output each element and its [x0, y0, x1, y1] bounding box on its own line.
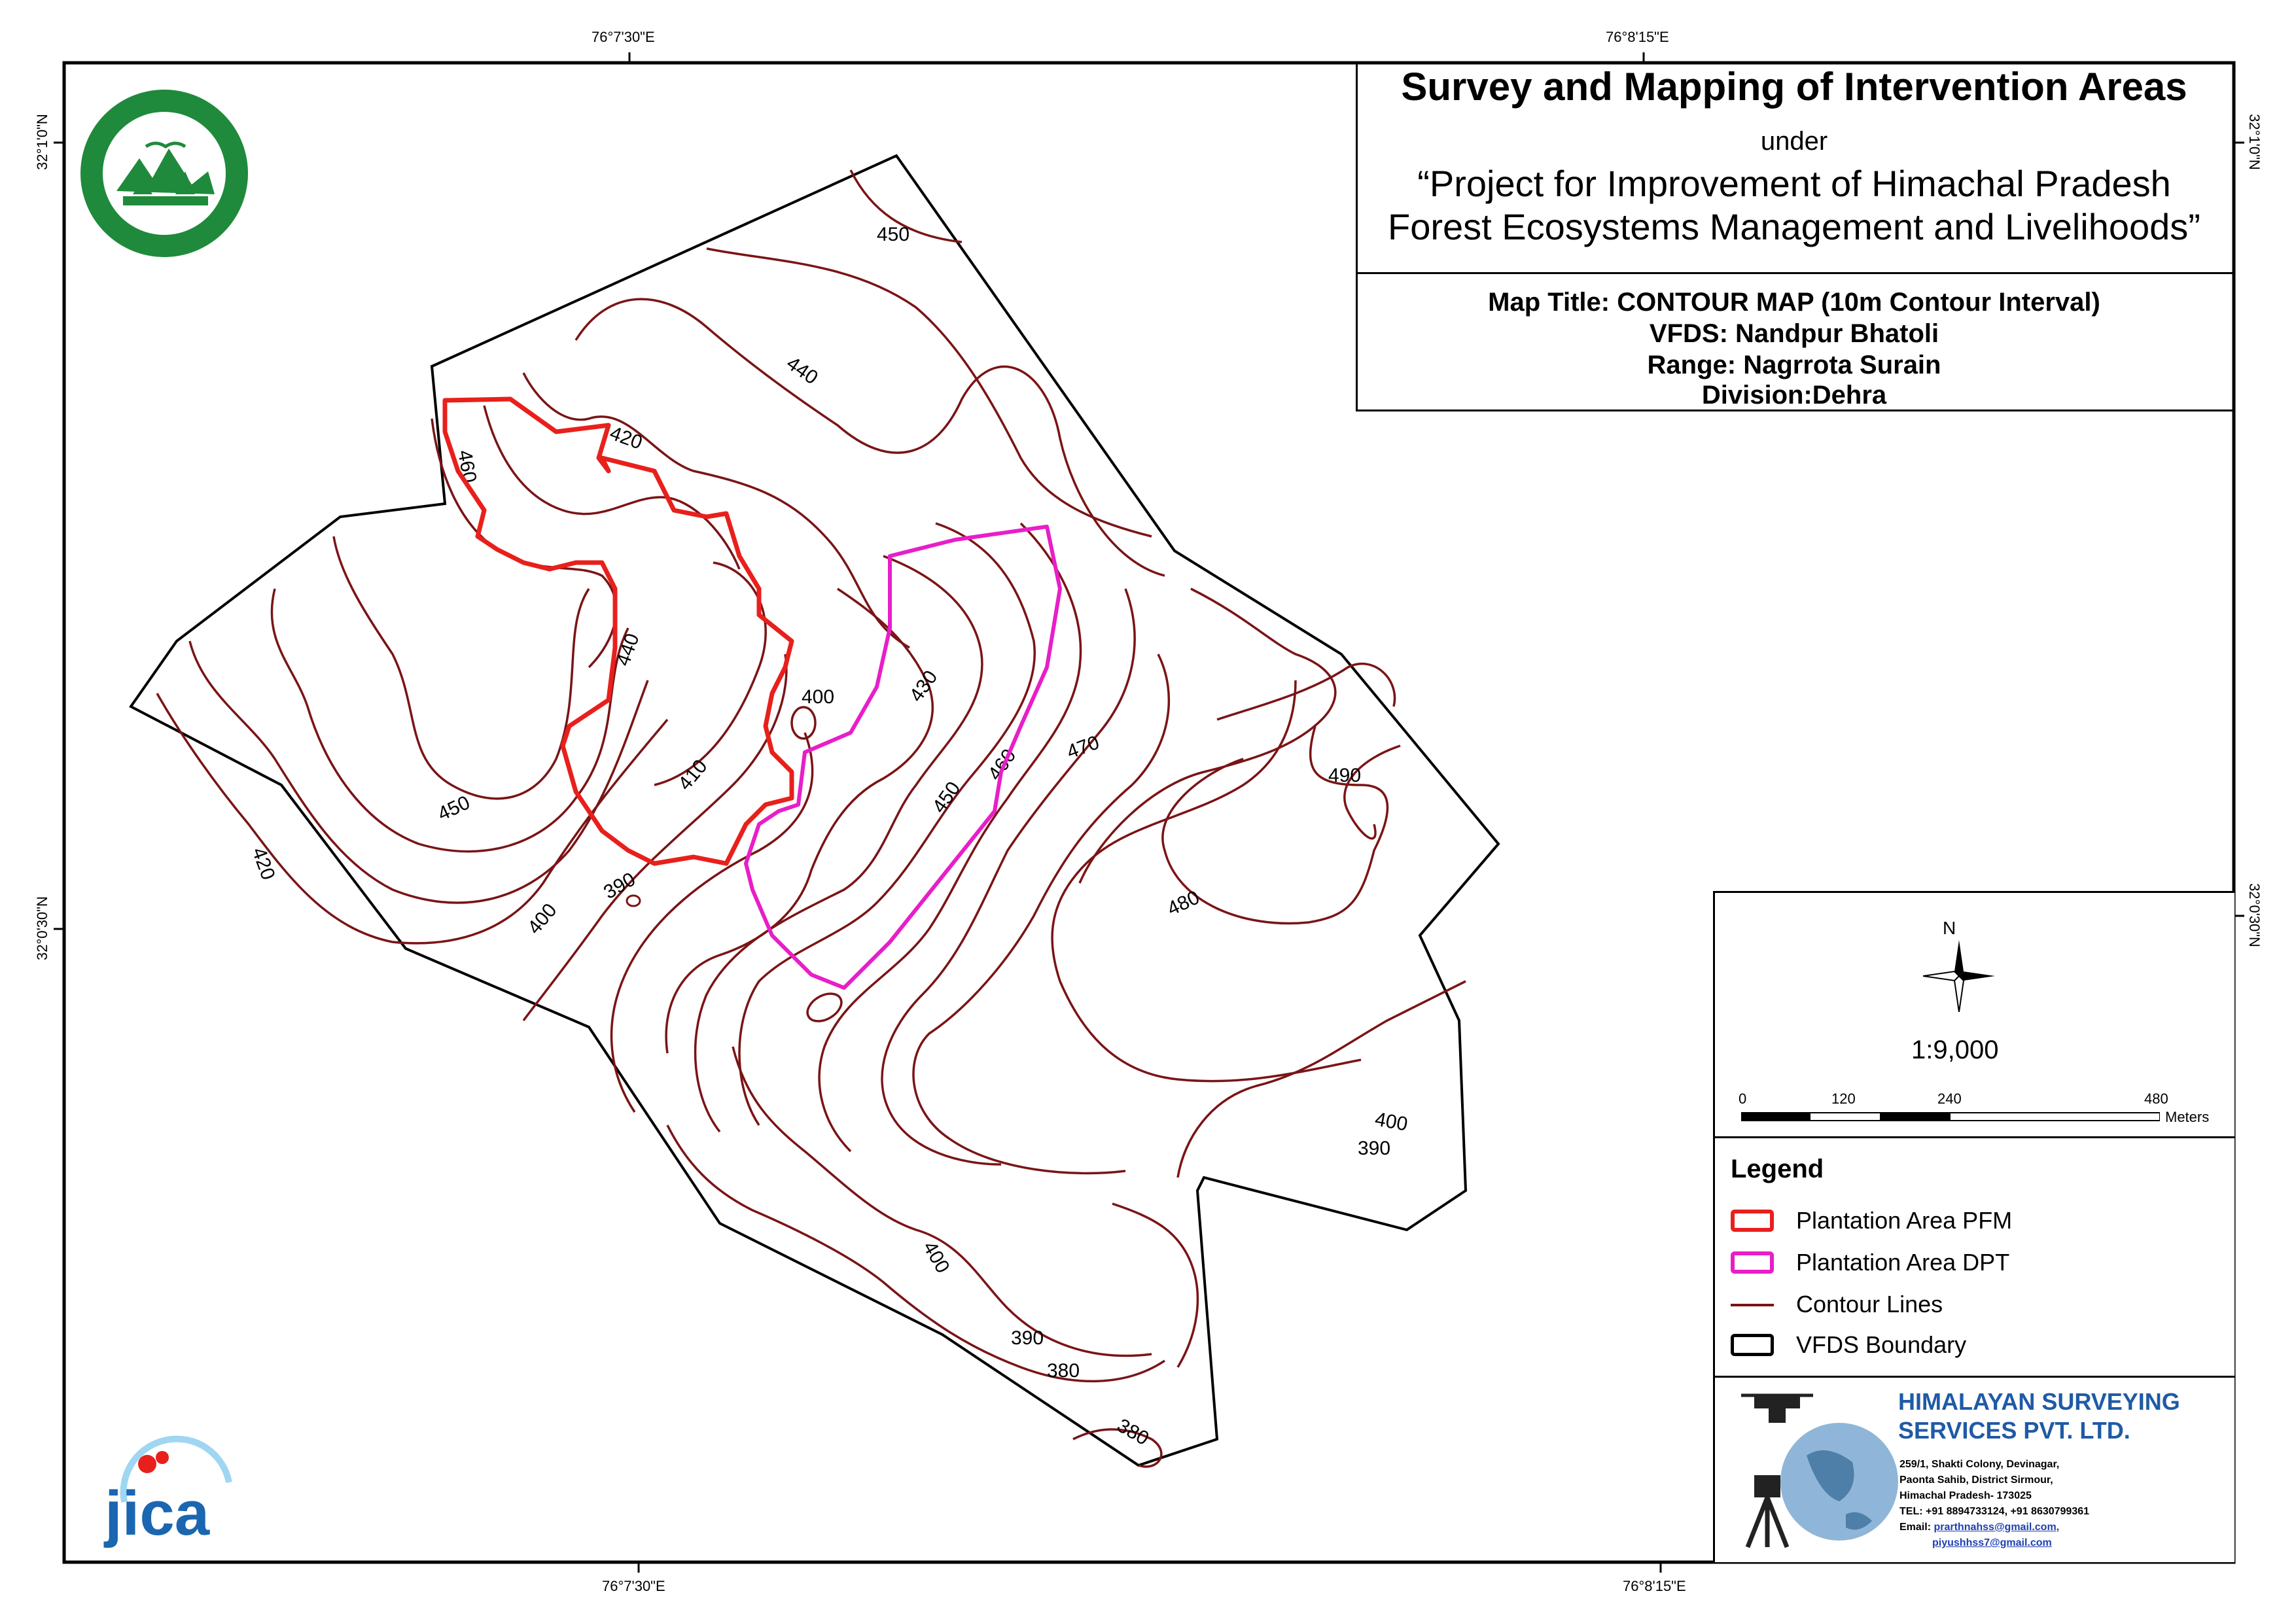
company-telephone: TEL: +91 8894733124, +91 8630799361	[1899, 1506, 2090, 1517]
company-email-2[interactable]: piyushhss7@gmail.com	[1932, 1537, 2052, 1548]
contour-label: 400	[523, 899, 561, 939]
grid-label-right-bottom: 32°0'30"N	[2246, 883, 2263, 947]
contour-label: 380	[1047, 1360, 1080, 1382]
grid-label-right-top: 32°1'0"N	[2246, 114, 2263, 170]
grid-label-bottom-left: 76°7'30"E	[602, 1578, 665, 1594]
contour-label: 450	[434, 792, 473, 825]
company-address-3: Himachal Pradesh- 173025	[1899, 1490, 2032, 1501]
contour-label: 380	[1114, 1414, 1153, 1450]
north-label: N	[1943, 918, 1956, 938]
company-email-row-2: piyushhss7@gmail.com	[1932, 1535, 2052, 1551]
legend-swatch-dpt	[1731, 1251, 1774, 1274]
company-address-1: 259/1, Shakti Colony, Devinagar,	[1899, 1459, 2060, 1470]
scale-tick-480: 480	[2144, 1091, 2168, 1107]
company-name-line1: HIMALAYAN SURVEYING	[1898, 1388, 2180, 1415]
legend-panel: N 1:9,000 0 120 240 480 Meters Legend Pl…	[1713, 891, 2234, 1562]
contour-label: 400	[802, 686, 834, 708]
company-address-2: Paonta Sahib, District Sirmour,	[1899, 1475, 2053, 1486]
info-division: Division:Dehra	[1701, 381, 1887, 410]
contour-label: 390	[1358, 1138, 1390, 1159]
grid-label-left-bottom: 32°0'30"N	[34, 896, 50, 960]
legend-label: Plantation Area PFM	[1796, 1207, 2013, 1234]
legend-swatch-boundary	[1731, 1334, 1774, 1356]
legend-swatch-contour	[1731, 1304, 1774, 1306]
map-main-title: Survey and Mapping of Intervention Areas	[1401, 65, 2187, 109]
email-label: Email:	[1899, 1522, 1934, 1533]
contour-label: 390	[1011, 1327, 1044, 1349]
legend-swatch-pfm	[1731, 1210, 1774, 1232]
contour-label: 490	[1328, 765, 1361, 786]
legend-label: Contour Lines	[1796, 1291, 1943, 1318]
contour-labels: 450 440 420 460 440 400 430 410 450 460 …	[247, 224, 1409, 1450]
legend-label: Plantation Area DPT	[1796, 1249, 2010, 1276]
scale-bar	[1741, 1112, 2160, 1121]
surveying-equipment-icon	[1741, 1393, 1898, 1548]
grid-label-top-left: 76°7'30"E	[592, 29, 655, 45]
legend-label: VFDS Boundary	[1796, 1331, 1967, 1358]
company-email-row: Email: prarthnahss@gmail.com,	[1899, 1520, 2059, 1535]
scale-tick-0: 0	[1739, 1091, 1747, 1107]
contour-label: 390	[600, 868, 639, 903]
scale-ratio: 1:9,000	[1911, 1036, 1999, 1064]
contour-label: 450	[877, 224, 910, 245]
title-block: Survey and Mapping of Intervention Areas…	[1356, 64, 2233, 274]
info-range: Range: Nagrrota Surain	[1647, 351, 1941, 379]
small-loop-400	[790, 706, 817, 740]
info-vfds: VFDS: Nandpur Bhatoli	[1649, 319, 1939, 348]
contour-label: 440	[783, 353, 822, 389]
jica-wordmark: jica	[103, 1478, 210, 1548]
company-name-line2: SERVICES PVT. LTD.	[1898, 1417, 2130, 1444]
contour-label: 450	[928, 778, 965, 817]
contour-label: 480	[1164, 886, 1203, 920]
scale-tick-240: 240	[1937, 1091, 1962, 1107]
contour-label: 420	[247, 845, 279, 882]
scale-tick-120: 120	[1831, 1091, 1856, 1107]
contour-lines	[156, 169, 1466, 1468]
forest-dept-logo	[77, 86, 251, 260]
north-arrow-icon	[1923, 940, 1995, 1012]
title-under: under	[1760, 127, 1828, 156]
small-loop-450	[806, 992, 843, 1022]
contour-label: 400	[919, 1238, 954, 1277]
contour-label: 470	[1064, 731, 1102, 763]
scale-unit: Meters	[2165, 1109, 2210, 1125]
contour-label: 400	[1373, 1108, 1409, 1135]
legend-divider-top	[1715, 1136, 2234, 1138]
map-frame	[62, 61, 2236, 1564]
company-email-1[interactable]: prarthnahss@gmail.com,	[1934, 1522, 2060, 1533]
jica-logo: jica	[98, 1423, 249, 1548]
contour-label: 410	[674, 756, 711, 795]
plantation-pfm	[442, 396, 794, 866]
small-loop-390	[626, 894, 641, 907]
grid-label-top-right: 76°8'15"E	[1606, 29, 1669, 45]
info-block: Map Title: CONTOUR MAP (10m Contour Inte…	[1356, 273, 2233, 411]
legend-divider-bottom	[1715, 1376, 2234, 1378]
project-title-line1: “Project for Improvement of Himachal Pra…	[1417, 163, 2171, 204]
vfds-boundary	[129, 154, 1500, 1467]
project-title-line2: Forest Ecosystems Management and Livelih…	[1388, 206, 2200, 247]
plantation-dpt	[744, 525, 1062, 990]
grid-label-left-top: 32°1'0"N	[34, 114, 50, 170]
grid-label-bottom-right: 76°8'15"E	[1623, 1578, 1686, 1594]
contour-label: 430	[906, 667, 942, 706]
info-map-title: Map Title: CONTOUR MAP (10m Contour Inte…	[1488, 288, 2100, 317]
grid-ticks	[54, 52, 2244, 1573]
title-divider	[1356, 64, 1358, 411]
legend-title: Legend	[1731, 1155, 1824, 1183]
contour-label: 420	[607, 423, 645, 454]
